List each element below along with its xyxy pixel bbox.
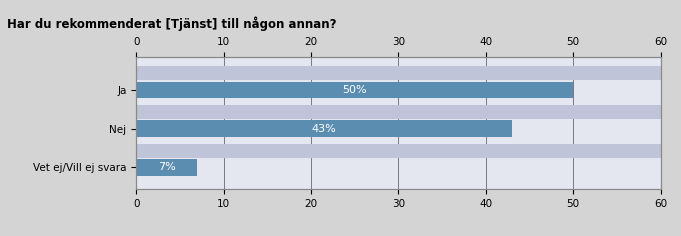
Text: Har du rekommenderat [Tjänst] till någon annan?: Har du rekommenderat [Tjänst] till någon… xyxy=(7,17,336,31)
Text: 7%: 7% xyxy=(158,162,176,173)
Text: 43%: 43% xyxy=(312,124,336,134)
Bar xyxy=(136,144,661,158)
Text: 50%: 50% xyxy=(343,85,367,95)
Bar xyxy=(136,105,661,119)
Bar xyxy=(136,81,573,98)
Bar xyxy=(136,120,512,137)
Bar xyxy=(136,159,197,176)
Bar xyxy=(136,66,661,80)
